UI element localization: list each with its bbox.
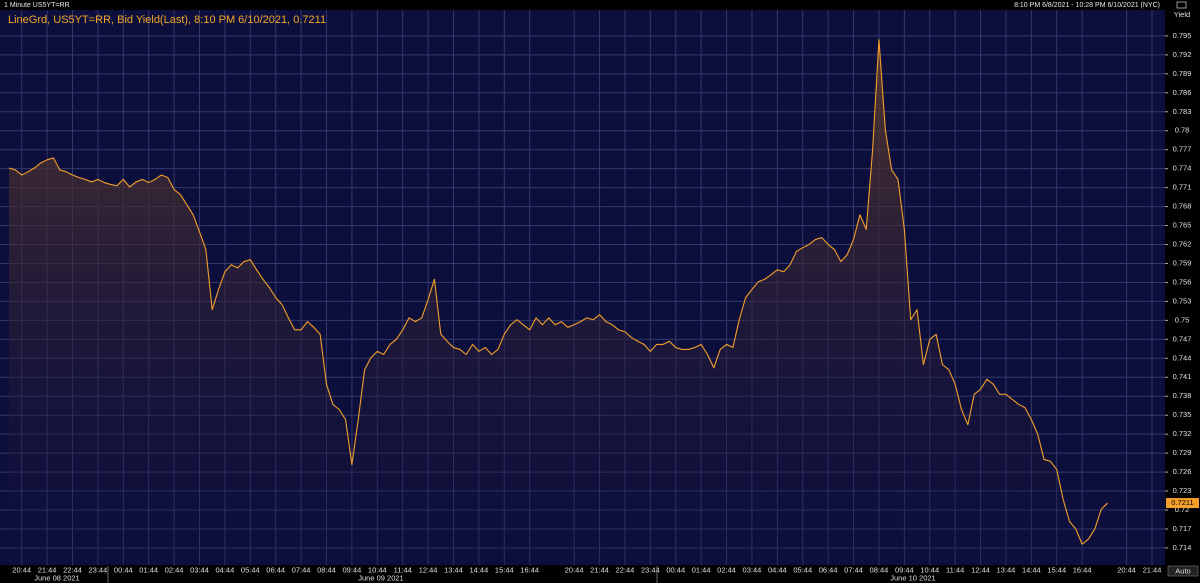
x-tick-label: 11:44 xyxy=(946,565,964,574)
x-tick-label: 20:44 xyxy=(565,565,584,574)
last-value-box xyxy=(1166,498,1199,509)
y-tick-label: 0.78 xyxy=(1175,126,1190,135)
y-tick-label: 0.759 xyxy=(1173,258,1192,267)
y-tick-label: 0.735 xyxy=(1173,410,1192,419)
auto-button[interactable] xyxy=(1167,565,1199,577)
x-tick-label: 13:44 xyxy=(997,565,1016,574)
x-tick-label: 14:44 xyxy=(470,565,489,574)
x-tick-label: 02:44 xyxy=(717,565,736,574)
x-tick-label: 08:44 xyxy=(317,565,336,574)
x-tick-label: 14:44 xyxy=(1022,565,1041,574)
y-tick-label: 0.732 xyxy=(1173,429,1192,438)
x-tick-label: 06:44 xyxy=(266,565,285,574)
y-tick-label: 0.786 xyxy=(1173,88,1192,97)
x-tick-label: 06:44 xyxy=(819,565,838,574)
y-tick-label: 0.777 xyxy=(1173,145,1192,154)
y-axis-panel xyxy=(1165,10,1200,583)
date-label: June 10 2021 xyxy=(890,573,935,582)
y-tick-label: 0.774 xyxy=(1173,164,1192,173)
y-tick-label: 0.756 xyxy=(1173,277,1192,286)
header-right: 8:10 PM 6/8/2021 - 10:28 PM 6/10/2021 (N… xyxy=(1014,2,1160,9)
y-tick-label: 0.762 xyxy=(1173,240,1192,249)
x-tick-label: 00:44 xyxy=(114,565,133,574)
x-tick-label: 01:44 xyxy=(139,565,158,574)
y-tick-label: 0.765 xyxy=(1173,221,1192,230)
x-tick-label: 22:44 xyxy=(616,565,635,574)
x-tick-label: 11:44 xyxy=(394,565,412,574)
y-tick-label: 0.714 xyxy=(1173,543,1192,552)
y-tick-label: 0.768 xyxy=(1173,202,1192,211)
y-tick-label: 0.792 xyxy=(1173,50,1192,59)
y-tick-label: 0.783 xyxy=(1173,107,1192,116)
y-tick-label: 0.738 xyxy=(1173,391,1192,400)
x-tick-label: 05:44 xyxy=(793,565,812,574)
area xyxy=(9,39,1108,565)
x-tick-label: 09:44 xyxy=(895,565,914,574)
y-tick-label: 0.741 xyxy=(1173,372,1192,381)
x-tick-label: 16:44 xyxy=(1073,565,1092,574)
x-tick-label: 08:44 xyxy=(870,565,889,574)
last-value-label: 0.7211 xyxy=(1171,498,1193,507)
x-tick-label: 21:44 xyxy=(38,565,57,574)
auto-button-label[interactable]: Auto xyxy=(1175,566,1190,575)
y-tick-label: 0.729 xyxy=(1173,448,1192,457)
y-tick-label: 0.753 xyxy=(1173,296,1192,305)
x-tick-label: 21:44 xyxy=(1143,565,1162,574)
x-tick-label: 16:44 xyxy=(520,565,539,574)
y-tick-label: 0.717 xyxy=(1173,524,1192,533)
header-left: 1 Minute US5YT=RR xyxy=(4,2,70,9)
x-tick-label: 22:44 xyxy=(63,565,82,574)
y-tick-label: 0.789 xyxy=(1173,69,1192,78)
date-label: June 08 2021 xyxy=(34,573,79,582)
x-tick-label: 05:44 xyxy=(241,565,260,574)
x-tick-label: 07:44 xyxy=(292,565,311,574)
x-axis-panel xyxy=(0,565,1165,583)
x-tick-label: 15:44 xyxy=(495,565,514,574)
y-tick-label: 0.72 xyxy=(1175,505,1190,514)
line xyxy=(8,39,1108,545)
y-tick-label: 0.744 xyxy=(1173,353,1192,362)
y-tick-label: 0.75 xyxy=(1175,315,1190,324)
y-tick-label: 0.747 xyxy=(1173,334,1192,343)
x-tick-label: 03:44 xyxy=(743,565,762,574)
x-tick-label: 09:44 xyxy=(343,565,362,574)
x-tick-label: 21:44 xyxy=(590,565,609,574)
x-tick-label: 10:44 xyxy=(368,565,387,574)
x-tick-label: 04:44 xyxy=(216,565,235,574)
x-tick-label: 10:44 xyxy=(920,565,939,574)
window-icon[interactable] xyxy=(1176,1,1187,9)
x-tick-label: 00:44 xyxy=(666,565,685,574)
x-tick-label: 03:44 xyxy=(190,565,209,574)
x-tick-label: 01:44 xyxy=(692,565,711,574)
x-tick-label: 02:44 xyxy=(165,565,184,574)
x-tick-label: 13:44 xyxy=(444,565,463,574)
y-tick-label: 0.726 xyxy=(1173,467,1192,476)
x-tick-label: 07:44 xyxy=(844,565,863,574)
y-axis-title: Yield xyxy=(1174,10,1190,19)
date-label: June 09 2021 xyxy=(358,573,403,582)
x-tick-label: 12:44 xyxy=(971,565,990,574)
x-tick-label: 20:44 xyxy=(12,565,31,574)
chart-title: LineGrd, US5YT=RR, Bid Yield(Last), 8:10… xyxy=(8,14,326,26)
y-tick-label: 0.723 xyxy=(1173,486,1192,495)
x-tick-label: 23:44 xyxy=(641,565,660,574)
y-tick-label: 0.795 xyxy=(1173,31,1192,40)
y-tick-label: 0.771 xyxy=(1173,183,1192,192)
x-tick-label: 04:44 xyxy=(768,565,787,574)
x-tick-label: 15:44 xyxy=(1047,565,1066,574)
x-tick-label: 23:44 xyxy=(89,565,108,574)
x-tick-label: 12:44 xyxy=(419,565,438,574)
header-bar xyxy=(0,0,1200,10)
x-tick-label: 20:44 xyxy=(1117,565,1136,574)
